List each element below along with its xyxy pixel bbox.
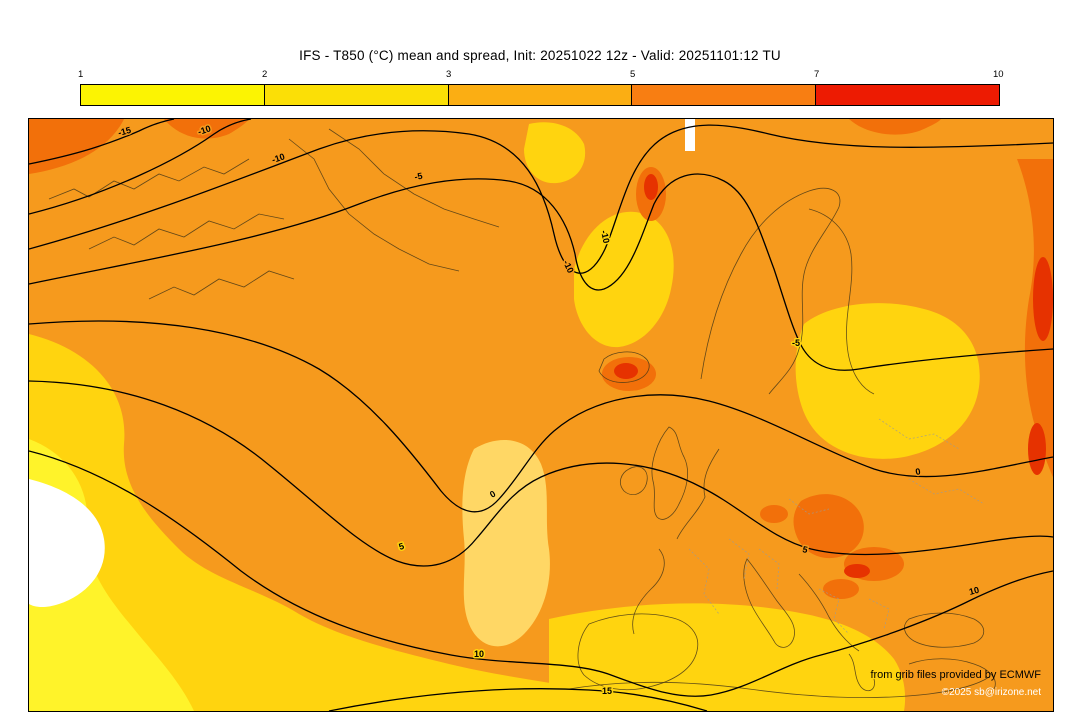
colorbar-tick: 10 (993, 69, 1004, 80)
white-notch-top (685, 119, 695, 151)
colorbar-segment-2-3 (264, 85, 449, 105)
contour-minus10-a (29, 119, 252, 215)
contour-plus10 (29, 450, 1053, 697)
colorbar-segment-1-2 (81, 85, 265, 105)
dark-orange-balkans-1 (793, 494, 864, 559)
contour-minus15 (29, 119, 175, 165)
red-balkans (844, 564, 870, 578)
border-2 (728, 538, 750, 580)
contour-minus10-b (29, 124, 1053, 274)
yellow-region-scandinavia (574, 211, 674, 348)
border-6 (788, 498, 830, 515)
contour-label: 15 (602, 686, 612, 696)
coast-norway (700, 187, 841, 395)
white-low-spread-region (29, 479, 105, 608)
border-5 (868, 598, 890, 630)
colorbar-segment-3-5 (448, 85, 633, 105)
contour-label: -5 (792, 338, 800, 348)
colorbar-tick: 7 (814, 69, 820, 80)
coast-adriatic (798, 573, 860, 652)
red-right-edge-upper (1033, 257, 1053, 341)
dark-orange-top-left (29, 119, 124, 174)
red-right-edge-lower (1028, 423, 1046, 475)
coast-sweden-finland (808, 208, 875, 395)
coast-greenland-1 (288, 138, 460, 272)
contour-label: -10 (599, 229, 611, 244)
colorbar-tick: 5 (630, 69, 636, 80)
coast-italy (743, 558, 795, 648)
colorbar-tick: 3 (446, 69, 452, 80)
contour-minus5 (29, 173, 1053, 371)
coast-iceland (598, 351, 650, 383)
coast-iberia (577, 613, 699, 691)
contour-label: 0 (915, 466, 922, 477)
red-scandinavia (644, 174, 658, 200)
dark-orange-alps (760, 505, 788, 523)
country-borders (688, 418, 985, 635)
coast-north-sea (676, 448, 720, 540)
red-iceland (614, 363, 638, 379)
coast-anatolia (908, 658, 996, 690)
colorbar-tick: 1 (78, 69, 84, 80)
border-4 (818, 588, 850, 635)
chart-title: IFS - T850 (°C) mean and spread, Init: 2… (299, 48, 781, 63)
contour-label: -5 (414, 171, 424, 182)
coast-ireland (619, 466, 648, 495)
border-1 (688, 548, 720, 615)
yellow-region-east (795, 303, 980, 459)
contour-label: 10 (474, 649, 484, 659)
map-svg: -15 -10 -10 -5 -10 -10 -5 0 5 10 15 0 5 … (29, 119, 1053, 711)
contour-plus15 (328, 688, 708, 711)
pale-band-region (462, 440, 550, 647)
contour-label: 10 (968, 585, 980, 597)
yellow-region-top-center (524, 122, 586, 184)
colorbar-tick: 2 (262, 69, 268, 80)
colorbar-ticks: 1 2 3 5 7 10 (0, 69, 1080, 81)
attribution-source: from grib files provided by ECMWF (870, 669, 1041, 681)
dark-orange-top (164, 119, 249, 139)
border-8 (908, 478, 985, 505)
coast-greece (848, 653, 875, 692)
dark-orange-balkans-3 (823, 579, 859, 599)
colorbar-segment-7-10 (816, 85, 999, 105)
contour-plus5 (29, 380, 1053, 567)
coast-north-africa (568, 676, 990, 699)
contour-zero (29, 320, 1053, 513)
border-7 (878, 418, 960, 450)
contour-label: 5 (398, 541, 406, 552)
spread-fill-high-regions (29, 119, 1053, 599)
coast-greenland-2 (328, 128, 500, 228)
coastlines (48, 128, 996, 699)
coast-arctic-3 (148, 270, 295, 300)
coast-black-sea (904, 612, 985, 648)
coast-arctic-2 (88, 213, 285, 250)
coast-great-britain (651, 426, 689, 520)
dark-orange-top-right (849, 119, 941, 135)
border-3 (758, 548, 780, 590)
coast-biscay (632, 548, 665, 635)
yellow-region-southwest (29, 334, 694, 711)
contour-lines: -15 -10 -10 -5 -10 -10 -5 0 5 10 15 0 5 … (29, 119, 1053, 711)
spread-colorbar (80, 84, 1000, 106)
contour-label: 5 (802, 544, 809, 555)
coast-arctic-1 (48, 158, 250, 200)
attribution-copyright: ©2025 sb@irizone.net (941, 687, 1041, 698)
map-canvas: -15 -10 -10 -5 -10 -10 -5 0 5 10 15 0 5 … (28, 118, 1054, 712)
colorbar-segment-5-7 (632, 85, 817, 105)
